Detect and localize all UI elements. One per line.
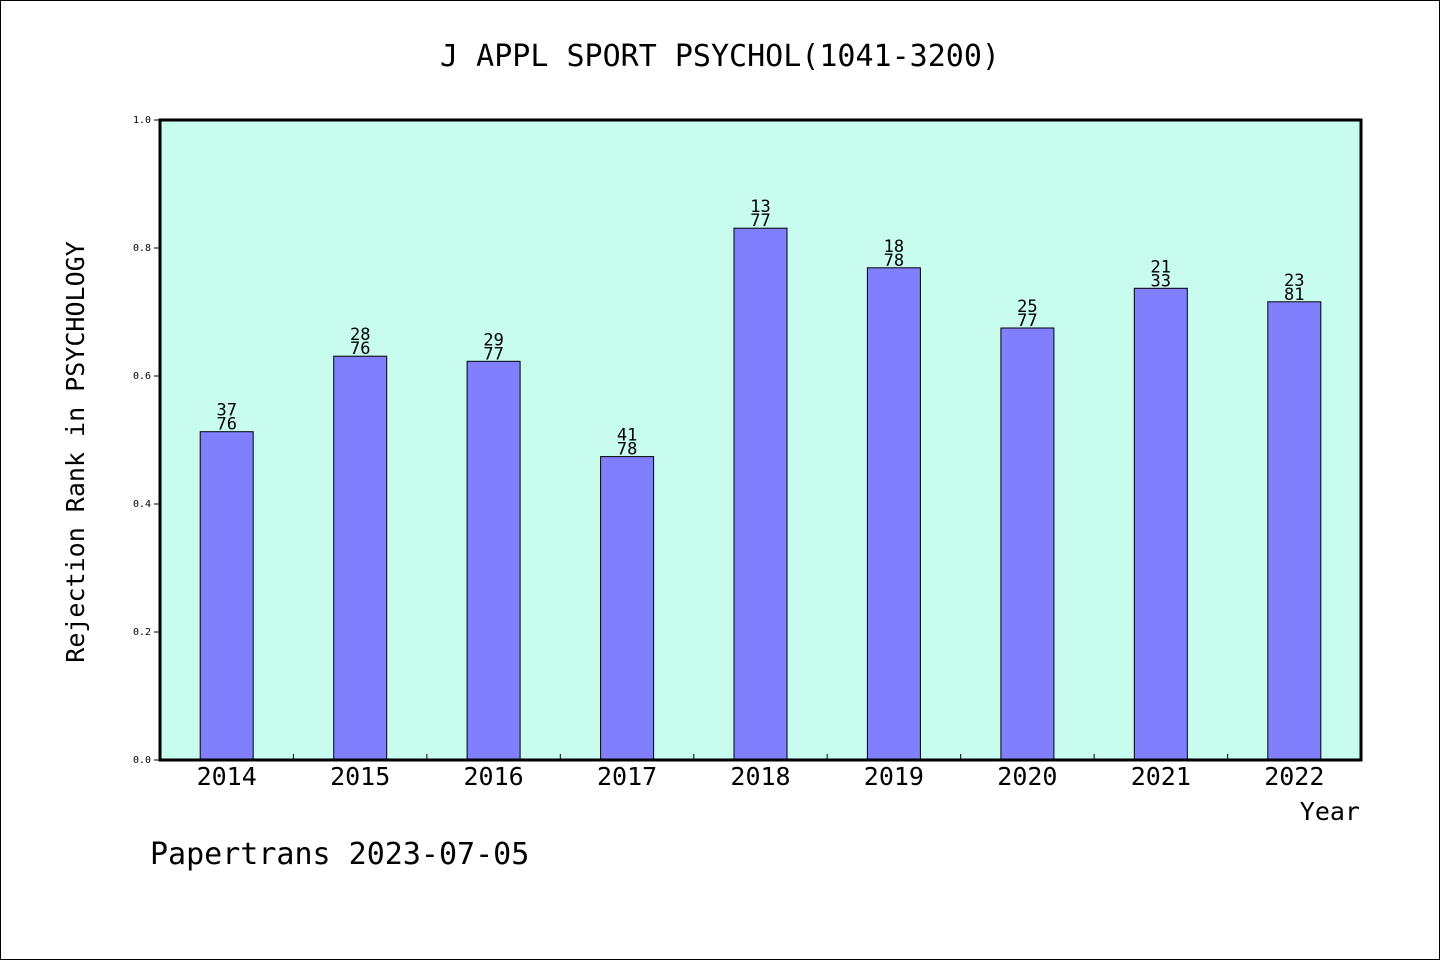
bar-label-bottom: 77 (1017, 311, 1037, 331)
x-tick-label: 2018 (730, 762, 790, 791)
bar-2020 (1000, 327, 1055, 761)
bar-2022 (1267, 301, 1322, 761)
bar-label-top: 25 (1017, 297, 1037, 317)
bar-2017 (600, 456, 655, 761)
bar-2019 (866, 267, 921, 761)
bar-label-bottom: 77 (750, 211, 770, 231)
x-tick-label: 2021 (1131, 762, 1191, 791)
bar-label-top: 18 (884, 237, 904, 257)
bar-label-bottom: 76 (350, 339, 370, 359)
bar-2018 (733, 227, 788, 761)
x-axis-label: Year (1300, 797, 1360, 826)
bar-2015 (333, 355, 388, 761)
y-axis: 0.0 0.2 0.4 0.6 0.8 1.0 (133, 115, 160, 766)
bar-label-bottom: 78 (617, 440, 637, 460)
bar-label-top: 21 (1151, 257, 1171, 277)
bars-group (199, 227, 1322, 761)
x-tick-label: 2016 (463, 762, 523, 791)
bar-label-top: 13 (750, 197, 770, 217)
bar-label-bottom: 33 (1151, 271, 1171, 291)
bar-label-bottom: 81 (1284, 285, 1304, 305)
bar-label-top: 41 (617, 426, 637, 446)
bar-2021 (1133, 287, 1188, 761)
x-tick-label: 2022 (1264, 762, 1324, 791)
footer-text: Papertrans 2023-07-05 (150, 837, 529, 872)
x-tick-label: 2015 (330, 762, 390, 791)
bar-label-bottom: 76 (216, 415, 236, 435)
y-axis-label: Rejection Rank in PSYCHOLOGY (61, 241, 90, 662)
bar-label-top: 23 (1284, 271, 1304, 291)
x-tick-label: 2020 (997, 762, 1057, 791)
plot-border (158, 118, 1363, 762)
y-tick-label: 0.8 (133, 243, 151, 254)
x-tick-label: 2014 (197, 762, 257, 791)
chart-title: J APPL SPORT PSYCHOL(1041-3200) (440, 39, 1000, 74)
bar-label-top: 29 (483, 330, 503, 350)
y-tick-label: 0.4 (133, 499, 151, 510)
y-tick-label: 0.6 (133, 371, 151, 382)
bar-label-top: 28 (350, 325, 370, 345)
x-tick-label: 2017 (597, 762, 657, 791)
y-tick-label: 1.0 (133, 115, 151, 126)
bar-2016 (466, 360, 521, 761)
y-tick-label: 0.2 (133, 627, 151, 638)
x-axis: 2014 2015 2016 2017 2018 2019 2020 2021 2022 (197, 754, 1324, 791)
bar-2014 (199, 431, 254, 761)
bar-label-bottom: 78 (884, 251, 904, 271)
bar-label-bottom: 77 (483, 344, 503, 364)
x-tick-label: 2019 (864, 762, 924, 791)
bar-label-top: 37 (216, 401, 236, 421)
y-tick-label: 0.0 (133, 755, 151, 766)
